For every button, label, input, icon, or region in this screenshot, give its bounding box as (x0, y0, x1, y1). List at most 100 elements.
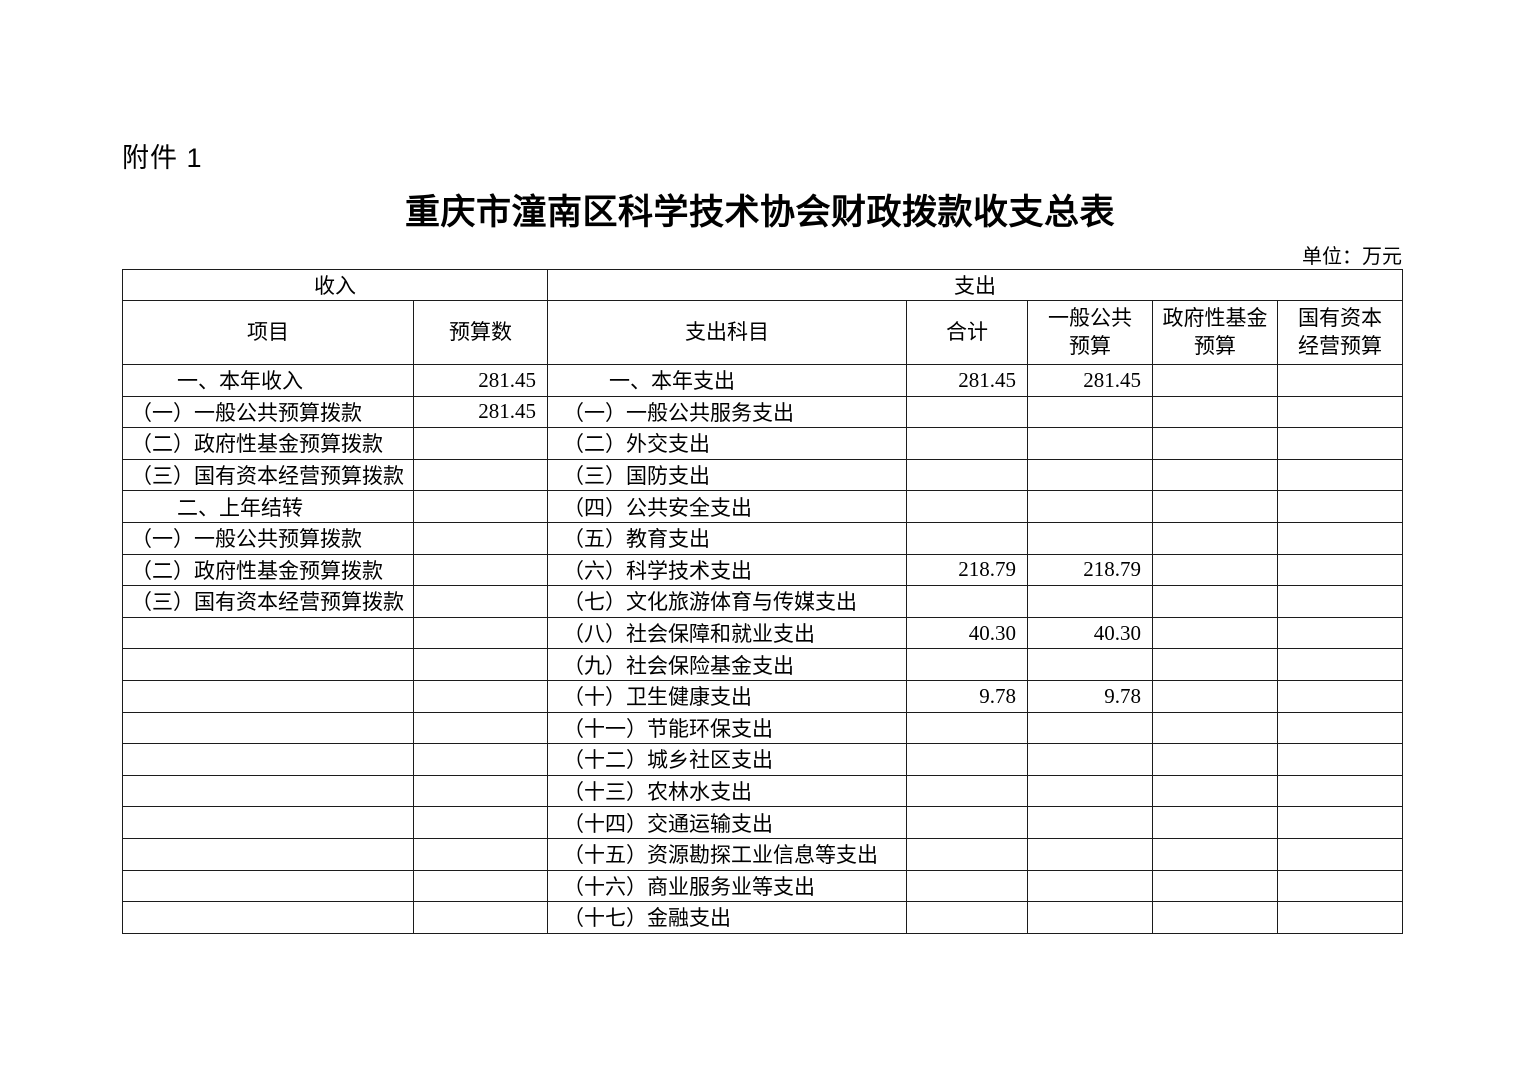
income-budget-cell (413, 553, 548, 587)
income-budget-cell (413, 427, 548, 460)
column-header-row: 项目 预算数 支出科目 合计 一般公共 预算 政府性基金 预算 国有资本 经营预… (122, 300, 1404, 365)
expense-total-cell: 9.78 (906, 679, 1028, 713)
expense-total-cell (906, 806, 1028, 839)
gov-fund-budget-cell (1152, 837, 1278, 871)
column-header-state-capital-budget: 国有资本 经营预算 (1276, 300, 1404, 365)
income-budget-cell: 281.45 (413, 364, 548, 397)
income-item-cell: 二、上年结转 (122, 490, 414, 523)
income-budget-cell (413, 774, 548, 808)
state-capital-budget-cell (1276, 585, 1404, 618)
expense-item-cell: （九）社会保险基金支出 (547, 648, 907, 681)
expense-total-cell (906, 901, 1028, 934)
gov-fund-budget-cell (1152, 521, 1278, 555)
general-public-budget-cell (1027, 901, 1153, 934)
general-public-budget-cell (1027, 743, 1153, 776)
expense-total-cell (906, 427, 1028, 460)
income-budget-cell (413, 521, 548, 555)
income-item-cell (122, 616, 414, 650)
column-header-general-public-budget: 一般公共 预算 (1027, 300, 1153, 365)
table-row: （二）政府性基金预算拨款 （二）外交支出 (122, 427, 1404, 460)
income-item-cell (122, 648, 414, 681)
expense-total-cell (906, 395, 1028, 429)
expense-item-cell: （六）科学技术支出 (547, 553, 907, 587)
expense-total-cell (906, 521, 1028, 555)
income-budget-cell (413, 679, 548, 713)
general-public-budget-cell (1027, 585, 1153, 618)
budget-summary-table: 收入 支出 项目 预算数 支出科目 合计 一般公共 预算 政府性基金 预算 国有… (122, 269, 1404, 934)
state-capital-budget-cell (1276, 553, 1404, 587)
gov-fund-budget-cell (1152, 806, 1278, 839)
general-public-budget-cell (1027, 648, 1153, 681)
state-capital-budget-cell (1276, 616, 1404, 650)
table-row: （十二）城乡社区支出 (122, 743, 1404, 776)
expense-total-cell (906, 585, 1028, 618)
expense-item-cell: 一、本年支出 (547, 364, 907, 397)
income-item-cell: （三）国有资本经营预算拨款 (122, 458, 414, 492)
income-item-cell (122, 711, 414, 745)
state-capital-budget-cell (1276, 869, 1404, 903)
expense-item-cell: （一）一般公共服务支出 (547, 395, 907, 429)
state-capital-budget-cell (1276, 774, 1404, 808)
gov-fund-budget-cell (1152, 743, 1278, 776)
state-capital-budget-cell (1276, 711, 1404, 745)
state-capital-budget-cell (1276, 490, 1404, 523)
gov-fund-budget-cell (1152, 458, 1278, 492)
general-public-budget-cell (1027, 869, 1153, 903)
state-capital-budget-cell (1276, 395, 1404, 429)
expense-total-cell (906, 743, 1028, 776)
income-budget-cell (413, 869, 548, 903)
column-header-income-budget: 预算数 (413, 300, 548, 365)
income-item-cell (122, 679, 414, 713)
gov-fund-budget-cell (1152, 364, 1278, 397)
income-budget-cell (413, 585, 548, 618)
gov-fund-budget-cell (1152, 585, 1278, 618)
expense-item-cell: （十）卫生健康支出 (547, 679, 907, 713)
expense-total-cell (906, 869, 1028, 903)
income-item-cell (122, 901, 414, 934)
expense-item-cell: （十一）节能环保支出 (547, 711, 907, 745)
general-public-budget-cell (1027, 521, 1153, 555)
general-public-budget-cell (1027, 806, 1153, 839)
expense-total-cell (906, 837, 1028, 871)
general-public-budget-cell: 40.30 (1027, 616, 1153, 650)
expense-item-cell: （十四）交通运输支出 (547, 806, 907, 839)
income-item-cell (122, 743, 414, 776)
expense-total-cell (906, 648, 1028, 681)
table-row: （九）社会保险基金支出 (122, 648, 1404, 681)
table-row: （十一）节能环保支出 (122, 711, 1404, 745)
expense-total-cell: 218.79 (906, 553, 1028, 587)
column-header-expense-item: 支出科目 (547, 300, 907, 365)
expense-total-cell (906, 490, 1028, 523)
table-body: 一、本年收入 281.45 一、本年支出 281.45 281.45 （一）一般公共预算拨… (122, 364, 1404, 934)
gov-fund-budget-cell (1152, 869, 1278, 903)
gov-fund-budget-cell (1152, 395, 1278, 429)
column-header-income-item: 项目 (122, 300, 414, 365)
income-budget-cell: 281.45 (413, 395, 548, 429)
state-capital-budget-cell (1276, 837, 1404, 871)
column-header-total: 合计 (906, 300, 1028, 365)
table-row: （八）社会保障和就业支出 40.30 40.30 (122, 616, 1404, 650)
income-item-cell (122, 837, 414, 871)
income-budget-cell (413, 616, 548, 650)
table-row: （十七）金融支出 (122, 901, 1404, 934)
income-item-cell: （二）政府性基金预算拨款 (122, 553, 414, 587)
general-public-budget-cell (1027, 711, 1153, 745)
expense-item-cell: （十三）农林水支出 (547, 774, 907, 808)
general-public-budget-cell (1027, 774, 1153, 808)
income-item-cell (122, 774, 414, 808)
expense-item-cell: （十五）资源勘探工业信息等支出 (547, 837, 907, 871)
state-capital-budget-cell (1276, 679, 1404, 713)
state-capital-budget-cell (1276, 364, 1404, 397)
table-row: （一）一般公共预算拨款 281.45 （一）一般公共服务支出 (122, 395, 1404, 429)
income-item-cell: （一）一般公共预算拨款 (122, 521, 414, 555)
gov-fund-budget-cell (1152, 648, 1278, 681)
state-capital-budget-cell (1276, 743, 1404, 776)
expense-item-cell: （三）国防支出 (547, 458, 907, 492)
expense-item-cell: （五）教育支出 (547, 521, 907, 555)
attachment-label: 附件 1 (122, 143, 203, 173)
income-budget-cell (413, 743, 548, 776)
state-capital-budget-cell (1276, 901, 1404, 934)
general-public-budget-cell (1027, 458, 1153, 492)
state-capital-budget-cell (1276, 458, 1404, 492)
